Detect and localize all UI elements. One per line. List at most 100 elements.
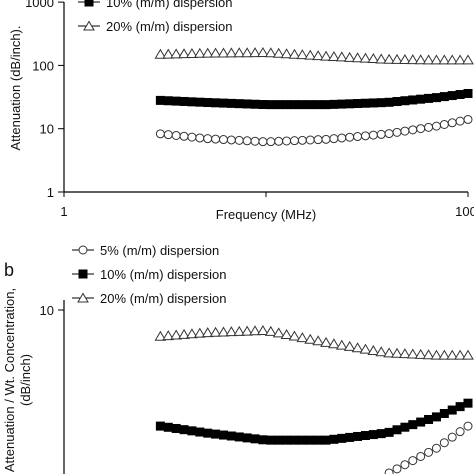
data-point (257, 47, 269, 58)
data-point (178, 48, 190, 59)
data-point (313, 435, 323, 445)
y-tick-label: 1 (47, 185, 54, 200)
data-point (218, 135, 228, 145)
y-axis-label: Attenuation (dB/inch). (8, 25, 23, 150)
data-point (368, 130, 378, 140)
data-point (266, 435, 276, 445)
y-tick-label: 10 (40, 303, 54, 318)
data-point (337, 99, 347, 109)
data-point (455, 116, 465, 126)
data-point (289, 136, 299, 146)
data-point (345, 99, 355, 109)
data-point (186, 48, 198, 58)
data-point (360, 431, 370, 441)
data-point (463, 421, 473, 431)
data-point (375, 346, 388, 357)
data-point (289, 100, 299, 110)
data-point (438, 349, 451, 360)
data-point (439, 408, 449, 418)
data-point (162, 330, 175, 341)
data-point (424, 447, 434, 457)
data-point (211, 134, 221, 144)
data-point (399, 54, 411, 65)
data-point (234, 135, 244, 145)
x-tick-label: 100 (455, 204, 474, 219)
data-point (179, 425, 189, 435)
data-point (328, 51, 340, 62)
data-point (439, 92, 449, 102)
data-point (447, 432, 457, 442)
data-point (368, 98, 378, 108)
data-point (155, 421, 165, 431)
data-point (209, 326, 222, 337)
data-point (226, 98, 236, 108)
data-point (170, 329, 183, 340)
data-point (454, 349, 466, 360)
data-point (193, 327, 206, 338)
data-point (430, 54, 443, 65)
data-point (305, 435, 315, 445)
data-point (217, 326, 230, 337)
panel-b (58, 245, 474, 474)
data-point (203, 134, 213, 144)
y-tick-label: 1000 (25, 0, 54, 10)
data-point (376, 429, 386, 439)
data-point (376, 98, 386, 108)
data-point (211, 429, 221, 439)
legend-marker-filled-square (78, 269, 88, 279)
legend-marker-open-circle (78, 245, 88, 255)
data-point (424, 93, 434, 103)
data-point (272, 327, 285, 338)
data-point (414, 348, 427, 359)
data-point (233, 47, 246, 58)
data-point (258, 137, 268, 147)
x-axis-label: Frequency (MHz) (216, 207, 316, 222)
data-point (353, 431, 363, 441)
data-point (258, 100, 268, 110)
data-point (345, 432, 355, 442)
data-point (155, 129, 165, 139)
data-point (329, 99, 339, 109)
data-point (392, 464, 402, 474)
panel-a (58, 0, 474, 197)
data-point (337, 133, 347, 143)
data-point (424, 414, 434, 424)
data-point (241, 325, 254, 336)
data-point (250, 136, 260, 146)
data-point (414, 54, 427, 65)
data-point (297, 435, 307, 445)
data-point (353, 132, 363, 142)
data-point (320, 336, 332, 347)
data-point (179, 96, 189, 106)
data-point (312, 335, 325, 346)
data-point (343, 51, 356, 62)
data-point (249, 325, 261, 336)
series-open-triangle (154, 324, 474, 360)
data-point (304, 333, 317, 344)
data-point (422, 349, 435, 360)
data-point (201, 47, 214, 58)
data-point (416, 124, 426, 134)
data-point (170, 48, 183, 59)
data-point (430, 349, 443, 360)
data-point (312, 50, 325, 61)
data-point (424, 122, 434, 132)
data-point (250, 99, 260, 109)
legend-marker-open-triangle (77, 292, 89, 303)
data-point (454, 54, 466, 65)
series-filled-square (155, 88, 473, 110)
data-point (447, 405, 457, 415)
data-point (400, 96, 410, 106)
data-point (383, 53, 395, 64)
data-point (274, 100, 284, 110)
data-point (282, 136, 292, 146)
data-point (351, 52, 364, 63)
data-point (266, 100, 276, 110)
legend-marker-filled-square (84, 0, 94, 7)
data-point (234, 432, 244, 442)
data-point (455, 427, 465, 437)
series-open-triangle (154, 47, 474, 65)
data-point (384, 427, 394, 437)
data-point (329, 434, 339, 444)
data-point (439, 119, 449, 129)
